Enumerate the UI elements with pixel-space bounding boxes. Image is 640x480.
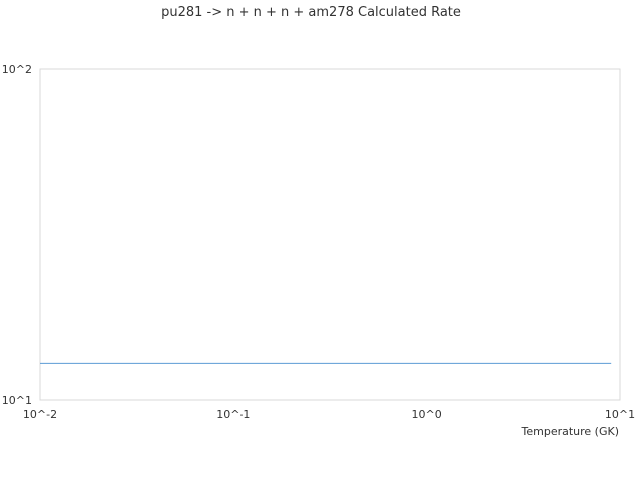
x-tick-label: 10^1 <box>605 408 635 421</box>
y-axis: 10^1 10^2 <box>2 63 32 407</box>
x-tick-label: 10^-2 <box>23 408 57 421</box>
y-tick-label: 10^1 <box>2 394 32 407</box>
x-tick-label: 10^-1 <box>216 408 250 421</box>
y-tick-label: 10^2 <box>2 63 32 76</box>
x-axis-label: Temperature (GK) <box>521 425 620 438</box>
plot-frame <box>39 68 621 401</box>
chart-title: pu281 -> n + n + n + am278 Calculated Ra… <box>161 5 461 20</box>
x-tick-label: 10^0 <box>412 408 442 421</box>
x-axis: 10^-2 10^-1 10^0 10^1 <box>23 408 635 421</box>
